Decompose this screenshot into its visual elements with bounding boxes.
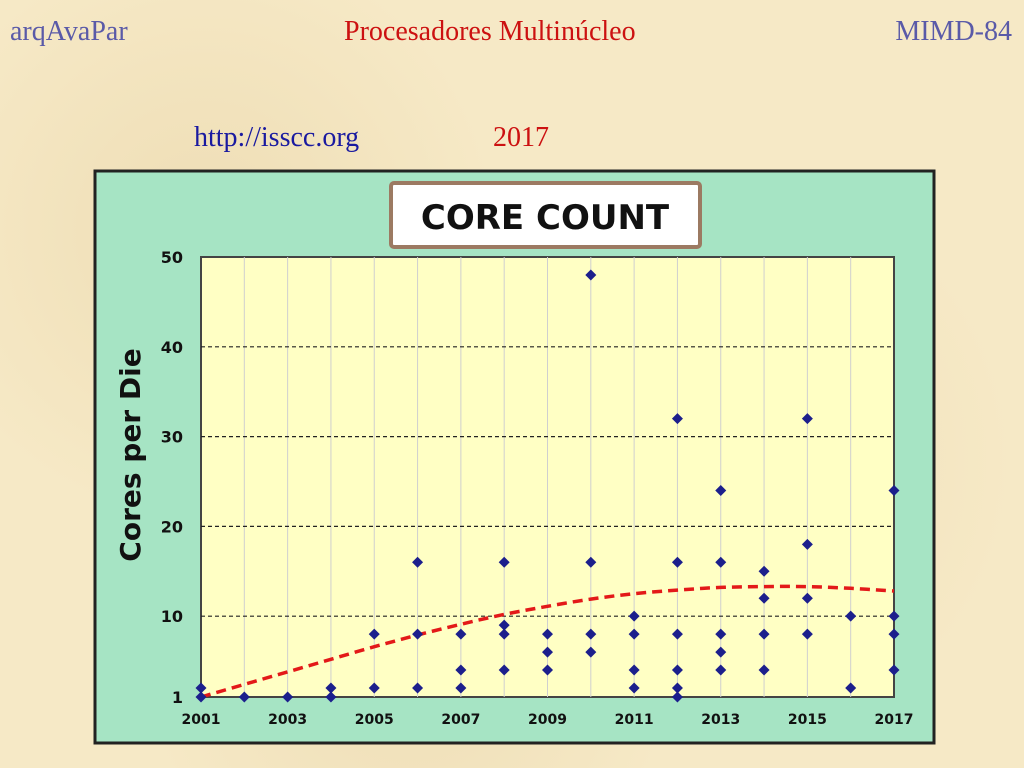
data-point bbox=[715, 646, 727, 658]
data-point bbox=[542, 646, 553, 658]
data-point bbox=[628, 610, 640, 622]
trend-line bbox=[200, 584, 895, 699]
data-point bbox=[758, 565, 770, 577]
axis-tick-labels: 2001 2003 2005 2007 2009 2011 2013 2015 2017 1 10 2… bbox=[161, 248, 914, 728]
x-tick-label: 2009 bbox=[528, 712, 567, 728]
header-right-title: MIMD-84 bbox=[895, 16, 1012, 47]
data-point bbox=[195, 682, 207, 694]
data-point bbox=[758, 628, 770, 640]
data-point bbox=[628, 664, 640, 676]
data-point bbox=[498, 628, 510, 640]
data-point bbox=[628, 628, 640, 640]
data-point bbox=[585, 269, 597, 281]
data-point bbox=[888, 610, 900, 622]
data-point bbox=[455, 628, 467, 640]
header-center-title: Procesadores Multinúcleo bbox=[344, 16, 636, 47]
x-tick-label: 2017 bbox=[875, 712, 914, 728]
x-tick-label: 2003 bbox=[268, 712, 307, 728]
data-point bbox=[585, 628, 597, 640]
data-point bbox=[455, 664, 467, 676]
x-tick-label: 2013 bbox=[701, 712, 740, 728]
data-point bbox=[585, 556, 597, 568]
data-point bbox=[412, 682, 424, 694]
y-axis-label: Cores per Die bbox=[114, 348, 147, 561]
data-point bbox=[671, 413, 683, 425]
data-point bbox=[498, 664, 510, 676]
data-point bbox=[715, 484, 727, 496]
x-tick-label: 2011 bbox=[615, 712, 654, 728]
data-point bbox=[758, 664, 770, 676]
data-point bbox=[801, 592, 813, 604]
data-point bbox=[368, 682, 380, 694]
chart-title: CORE COUNT bbox=[421, 198, 670, 238]
y-tick-label: 40 bbox=[161, 338, 183, 357]
x-tick-label: 2007 bbox=[441, 712, 480, 728]
data-point bbox=[325, 691, 337, 703]
data-point bbox=[715, 556, 727, 568]
data-point bbox=[845, 610, 857, 622]
data-point bbox=[542, 664, 553, 676]
data-point bbox=[498, 619, 510, 631]
data-point bbox=[671, 628, 683, 640]
x-tick-label: 2015 bbox=[788, 712, 827, 728]
source-year: 2017 bbox=[493, 122, 549, 153]
data-point bbox=[671, 691, 683, 703]
y-tick-label: 50 bbox=[161, 248, 183, 267]
x-tick-label: 2001 bbox=[182, 712, 221, 728]
data-point bbox=[801, 538, 813, 550]
x-tick-label: 2005 bbox=[355, 712, 394, 728]
data-point bbox=[542, 628, 553, 640]
source-url: http://isscc.org bbox=[194, 122, 360, 153]
header-left-title: arqAvaPar bbox=[10, 16, 128, 47]
data-point bbox=[238, 691, 250, 703]
data-points bbox=[195, 269, 900, 703]
data-point bbox=[671, 556, 683, 568]
data-point bbox=[671, 664, 683, 676]
data-point bbox=[671, 682, 683, 694]
data-point bbox=[412, 628, 424, 640]
data-point bbox=[888, 664, 900, 676]
data-point bbox=[282, 691, 294, 703]
data-point bbox=[585, 646, 597, 658]
data-point bbox=[715, 628, 727, 640]
data-point bbox=[801, 413, 813, 425]
data-point bbox=[888, 628, 900, 640]
data-point bbox=[845, 682, 857, 694]
data-point bbox=[801, 628, 813, 640]
data-point bbox=[758, 592, 770, 604]
data-point bbox=[628, 682, 640, 694]
data-point bbox=[412, 556, 424, 568]
y-tick-label: 30 bbox=[161, 428, 183, 447]
data-point bbox=[368, 628, 380, 640]
y-tick-label: 1 bbox=[172, 688, 183, 707]
data-point bbox=[498, 556, 510, 568]
y-tick-label: 20 bbox=[161, 517, 183, 536]
data-point bbox=[888, 484, 900, 496]
data-point bbox=[195, 691, 207, 703]
data-point bbox=[455, 682, 467, 694]
y-tick-label: 10 bbox=[161, 607, 183, 626]
data-point bbox=[325, 682, 337, 694]
chart-title-box bbox=[389, 181, 702, 249]
data-point bbox=[715, 664, 727, 676]
